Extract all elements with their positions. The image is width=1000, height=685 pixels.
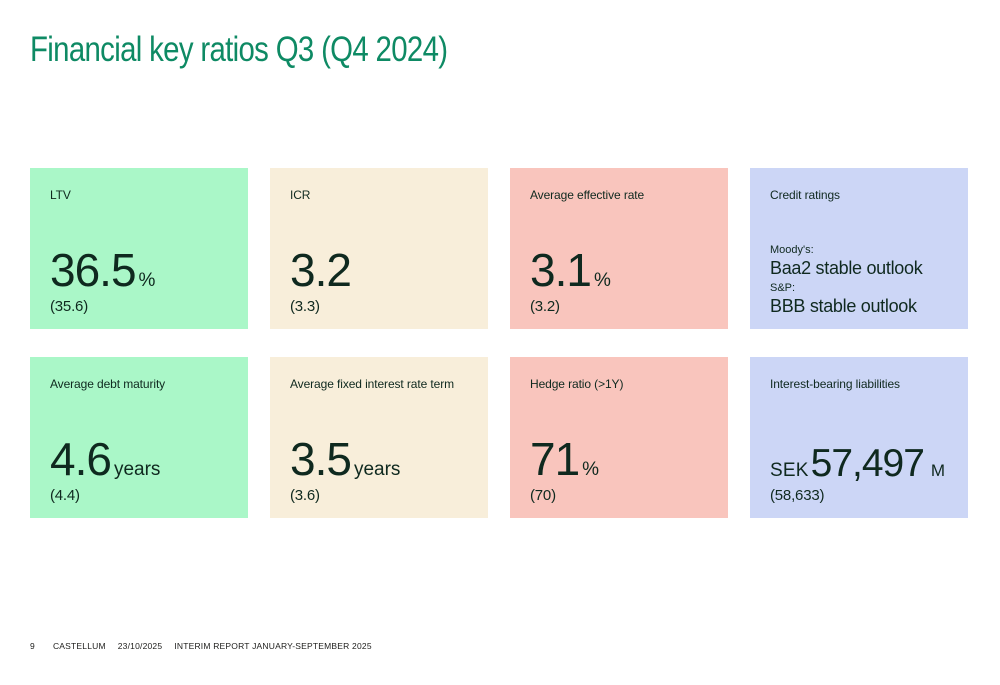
kpi-card-icr: ICR 3.2 (3.3): [270, 168, 488, 329]
kpi-card-credit-ratings: Credit ratings Moody's: Baa2 stable outl…: [750, 168, 968, 329]
kpi-label: Interest-bearing liabilities: [770, 377, 900, 391]
kpi-label: Average debt maturity: [50, 377, 166, 391]
footer-report-title: INTERIM REPORT JANUARY-SEPTEMBER 2025: [174, 641, 372, 651]
kpi-label: LTV: [50, 188, 71, 202]
kpi-unit: years: [353, 459, 401, 481]
kpi-label: ICR: [290, 188, 311, 202]
kpi-label: Average effective rate: [530, 188, 645, 202]
footer: 9 CASTELLUM 23/10/2025 INTERIM REPORT JA…: [30, 641, 372, 651]
footer-company: CASTELLUM: [52, 641, 106, 651]
kpi-value: 71: [530, 433, 580, 486]
kpi-grid: LTV 36.5 % (35.6) ICR 3.2 (3.3) Average …: [30, 168, 968, 518]
kpi-value-row: 3.5 years: [290, 433, 470, 486]
spacer: [50, 202, 230, 249]
kpi-value: 3.2: [290, 244, 352, 297]
kpi-value: 57,497: [810, 441, 925, 485]
kpi-previous-value: (3.2): [530, 298, 560, 315]
footer-date: 23/10/2025: [117, 641, 163, 651]
kpi-previous-value: (3.6): [290, 487, 320, 504]
kpi-card-average-fixed-interest-rate-term: Average fixed interest rate term 3.5 yea…: [270, 357, 488, 518]
kpi-unit: M: [930, 460, 946, 480]
kpi-previous-value: (70): [530, 487, 556, 504]
spacer: [530, 391, 710, 438]
kpi-value-row: 71 %: [530, 433, 710, 486]
page-number: 9: [30, 641, 35, 651]
kpi-value-row: SEK 57,497 M: [770, 441, 950, 485]
rating-agency-moodys: Moody's:: [770, 244, 814, 256]
spacer: [290, 202, 470, 249]
kpi-card-average-effective-rate: Average effective rate 3.1 % (3.2): [510, 168, 728, 329]
kpi-unit: %: [138, 270, 156, 292]
kpi-previous-value: (58,633): [770, 487, 825, 504]
kpi-label: Average fixed interest rate term: [290, 377, 454, 391]
kpi-value: 36.5: [50, 244, 137, 297]
rating-value-sp: BBB stable outlook: [770, 296, 917, 316]
kpi-unit: %: [593, 270, 611, 292]
kpi-value: 3.5: [290, 433, 352, 486]
kpi-previous-value: (35.6): [50, 298, 88, 315]
spacer: [770, 391, 950, 445]
kpi-card-interest-bearing-liabilities: Interest-bearing liabilities SEK 57,497 …: [750, 357, 968, 518]
kpi-card-ltv: LTV 36.5 % (35.6): [30, 168, 248, 329]
rating-value-moodys: Baa2 stable outlook: [770, 258, 923, 278]
kpi-value: 3.1: [530, 244, 592, 297]
rating-agency-sp: S&P:: [770, 282, 796, 294]
kpi-value-row: 3.2: [290, 244, 470, 297]
kpi-previous-value: (4.4): [50, 487, 80, 504]
kpi-card-hedge-ratio: Hedge ratio (>1Y) 71 % (70): [510, 357, 728, 518]
spacer: [770, 202, 950, 245]
kpi-unit: years: [113, 459, 161, 481]
credit-ratings-list: Moody's: Baa2 stable outlook S&P: BBB st…: [770, 244, 950, 316]
kpi-value-row: 4.6 years: [50, 433, 230, 486]
spacer: [530, 202, 710, 249]
spacer: [290, 391, 470, 438]
kpi-currency-prefix: SEK: [770, 459, 809, 481]
kpi-value: 4.6: [50, 433, 112, 486]
kpi-value-row: 36.5 %: [50, 244, 230, 297]
kpi-unit: %: [582, 459, 600, 481]
kpi-value-row: 3.1 %: [530, 244, 710, 297]
kpi-label: Hedge ratio (>1Y): [530, 377, 624, 391]
kpi-previous-value: (3.3): [290, 298, 320, 315]
page-title: Financial key ratios Q3 (Q4 2024): [30, 30, 448, 69]
kpi-card-average-debt-maturity: Average debt maturity 4.6 years (4.4): [30, 357, 248, 518]
spacer: [50, 391, 230, 438]
kpi-label: Credit ratings: [770, 188, 840, 202]
